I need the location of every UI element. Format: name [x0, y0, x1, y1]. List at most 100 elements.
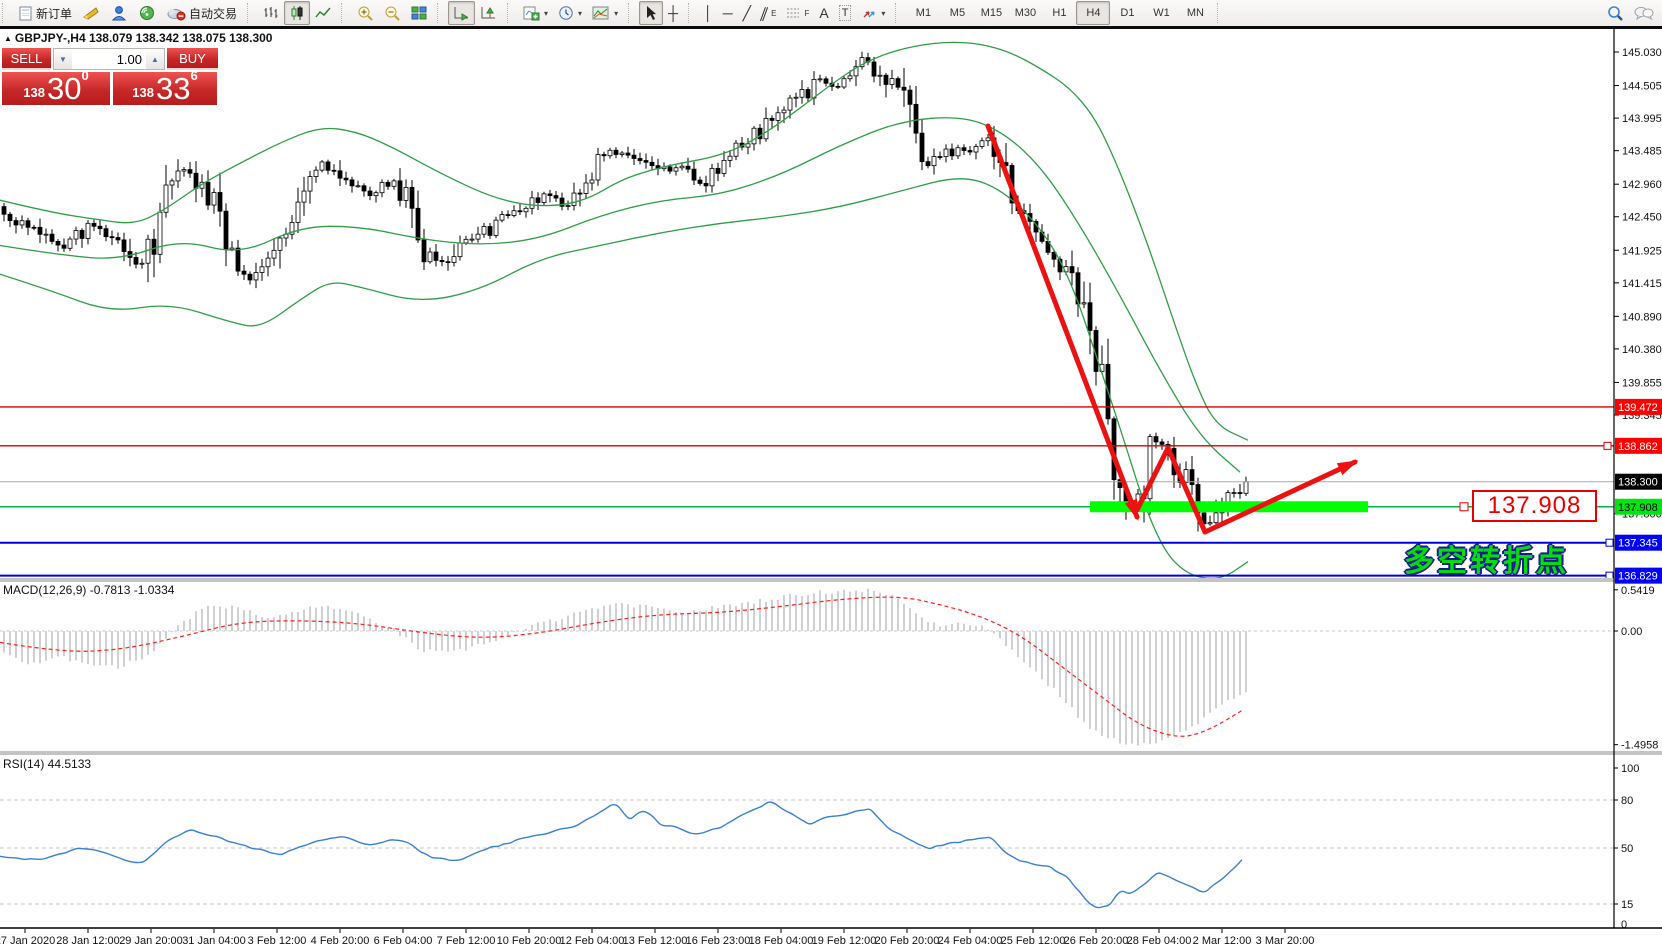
candle[interactable] — [619, 152, 625, 155]
candle[interactable] — [163, 184, 169, 213]
line-handle[interactable] — [1603, 441, 1612, 450]
candle[interactable] — [103, 228, 109, 238]
candle[interactable] — [859, 57, 865, 68]
candle[interactable] — [115, 237, 121, 241]
candlestick-chart-button[interactable] — [284, 1, 311, 25]
candle[interactable] — [781, 109, 787, 114]
candle[interactable] — [451, 256, 457, 263]
candle[interactable] — [73, 230, 79, 240]
candle[interactable] — [535, 197, 541, 203]
candle[interactable] — [679, 165, 685, 169]
candle[interactable] — [973, 146, 979, 153]
collapse-triangle-icon[interactable]: ▲ — [4, 34, 12, 43]
candle[interactable] — [13, 220, 19, 226]
candle[interactable] — [169, 180, 175, 186]
candle[interactable] — [325, 161, 331, 171]
vertical-line-tool-button[interactable]: │ — [699, 1, 718, 25]
periods-button[interactable]: ▾ — [553, 1, 587, 25]
candle[interactable] — [547, 193, 553, 196]
chart-shift-button[interactable] — [475, 1, 502, 25]
tile-windows-button[interactable] — [406, 1, 432, 25]
candle[interactable] — [217, 192, 223, 212]
trend-arrow[interactable] — [1134, 445, 1208, 535]
candle[interactable] — [391, 180, 397, 187]
candle[interactable] — [553, 195, 559, 199]
candle[interactable] — [373, 192, 379, 197]
candle[interactable] — [901, 86, 907, 91]
price-tag-137908[interactable]: 137.908 — [1472, 490, 1597, 522]
candle[interactable] — [601, 154, 607, 157]
candle[interactable] — [367, 190, 373, 197]
candle[interactable] — [709, 167, 715, 187]
candle[interactable] — [499, 214, 505, 221]
candle[interactable] — [595, 154, 601, 181]
candle[interactable] — [583, 182, 589, 194]
candle[interactable] — [937, 156, 943, 158]
candle[interactable] — [769, 117, 775, 121]
candle[interactable] — [847, 75, 853, 80]
candle[interactable] — [193, 172, 199, 189]
timeframe-W1[interactable]: W1 — [1153, 7, 1170, 19]
candle[interactable] — [1159, 441, 1165, 445]
candle[interactable] — [37, 226, 43, 235]
candle[interactable] — [985, 137, 991, 142]
timeframe-M1[interactable]: M1 — [915, 7, 932, 19]
candle[interactable] — [295, 201, 301, 223]
candle[interactable] — [187, 169, 193, 174]
timeframe-M5[interactable]: M5 — [949, 7, 966, 19]
candle[interactable] — [19, 220, 25, 226]
candle[interactable] — [205, 181, 211, 206]
metaeditor-button[interactable] — [77, 1, 105, 25]
candle[interactable] — [415, 207, 421, 241]
candle[interactable] — [961, 147, 967, 151]
candle[interactable] — [511, 210, 517, 216]
candle[interactable] — [79, 230, 85, 239]
timeframe-H1[interactable]: H1 — [1052, 7, 1067, 19]
candle[interactable] — [823, 78, 829, 84]
candle[interactable] — [493, 219, 499, 236]
candle[interactable] — [1051, 251, 1057, 260]
trend-arrow[interactable] — [985, 123, 1140, 520]
timeframe-M30[interactable]: M30 — [1014, 7, 1037, 19]
candle[interactable] — [439, 260, 445, 263]
line-chart-button[interactable] — [310, 1, 336, 25]
candle[interactable] — [97, 225, 103, 230]
candle[interactable] — [355, 185, 361, 188]
buy-price-display[interactable]: 138 33 6 — [113, 68, 217, 105]
candle[interactable] — [1081, 302, 1087, 305]
candle[interactable] — [31, 226, 37, 229]
candle[interactable] — [1237, 492, 1243, 494]
bollinger-middle[interactable] — [0, 117, 1241, 473]
candle[interactable] — [715, 167, 721, 174]
candle[interactable] — [229, 247, 235, 250]
candle[interactable] — [1243, 481, 1249, 494]
cursor-tool-button[interactable] — [639, 1, 664, 25]
candle[interactable] — [85, 222, 91, 239]
zoom-in-button[interactable] — [352, 1, 379, 25]
main-pane[interactable] — [0, 41, 1614, 579]
toolbar-drag-handle[interactable] — [2, 3, 8, 23]
candle[interactable] — [631, 154, 637, 159]
sell-button[interactable]: SELL — [2, 48, 51, 70]
candle[interactable] — [421, 239, 427, 263]
line-handle[interactable] — [1605, 571, 1614, 579]
candle[interactable] — [925, 161, 931, 167]
bollinger-upper[interactable] — [0, 41, 1249, 441]
candle[interactable] — [403, 187, 409, 201]
candle[interactable] — [313, 169, 319, 177]
text-tool-button[interactable]: A — [814, 1, 833, 25]
candle[interactable] — [67, 238, 73, 249]
candle[interactable] — [817, 78, 823, 81]
candle[interactable] — [487, 226, 493, 236]
candle[interactable] — [1147, 436, 1153, 500]
candle[interactable] — [1213, 512, 1219, 524]
candle[interactable] — [457, 242, 463, 258]
candle[interactable] — [919, 132, 925, 163]
candle[interactable] — [979, 140, 985, 147]
new-order-button[interactable]: 新订单 — [13, 1, 77, 25]
volume-decrease-button[interactable]: ▼ — [54, 49, 72, 69]
candle[interactable] — [745, 143, 751, 148]
candle[interactable] — [607, 149, 613, 157]
candle[interactable] — [289, 222, 295, 235]
